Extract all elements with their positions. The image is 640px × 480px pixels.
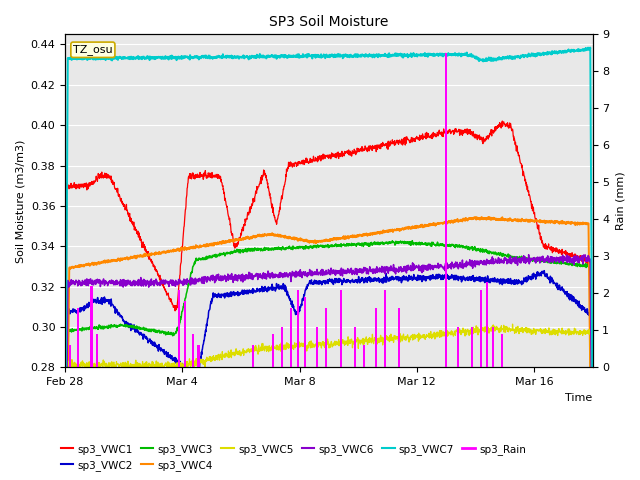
sp3_VWC7 [276, 53, 284, 59]
X-axis label: Time: Time [565, 393, 593, 403]
Bar [68, 345, 70, 367]
sp3_VWC6 [421, 265, 429, 271]
Bar [340, 289, 342, 367]
sp3_VWC5 [276, 345, 284, 350]
sp3_VWC4 [92, 262, 99, 267]
sp3_VWC6 [276, 270, 284, 276]
sp3_VWC1 [499, 118, 506, 124]
sp3_VWC6 [174, 281, 182, 287]
sp3_VWC3 [279, 244, 287, 250]
Text: TZ_osu: TZ_osu [73, 44, 113, 55]
sp3_VWC6 [279, 272, 287, 277]
Line: sp3_VWC1: sp3_VWC1 [65, 121, 593, 480]
Bar [297, 289, 299, 367]
Bar [97, 334, 99, 367]
sp3_VWC3 [174, 326, 182, 332]
Bar [272, 334, 274, 367]
sp3_VWC2 [540, 268, 548, 274]
Line: sp3_VWC2: sp3_VWC2 [65, 271, 593, 480]
sp3_VWC3 [259, 247, 266, 253]
Bar [363, 345, 365, 367]
sp3_VWC1 [279, 189, 287, 194]
Bar [486, 282, 488, 367]
sp3_VWC1 [174, 298, 182, 303]
Bar [492, 326, 494, 367]
Bar [500, 334, 503, 367]
sp3_VWC5 [509, 321, 516, 327]
Line: sp3_VWC3: sp3_VWC3 [65, 240, 593, 480]
Bar [252, 345, 253, 367]
Bar [354, 326, 356, 367]
sp3_VWC3 [92, 326, 99, 332]
sp3_VWC7 [421, 53, 429, 59]
sp3_VWC1 [259, 173, 266, 179]
Bar [198, 345, 200, 367]
Line: sp3_VWC5: sp3_VWC5 [65, 324, 593, 480]
Bar [77, 308, 79, 367]
Title: SP3 Soil Moisture: SP3 Soil Moisture [269, 15, 388, 29]
sp3_VWC2 [259, 289, 266, 295]
sp3_VWC4 [421, 223, 429, 229]
Bar [445, 53, 447, 367]
sp3_VWC4 [276, 234, 284, 240]
Line: sp3_VWC7: sp3_VWC7 [65, 48, 593, 480]
sp3_VWC5 [421, 336, 429, 342]
sp3_VWC5 [174, 361, 182, 367]
sp3_VWC7 [174, 55, 182, 60]
sp3_VWC3 [422, 242, 429, 248]
Bar [480, 289, 483, 367]
sp3_VWC4 [477, 214, 485, 220]
Legend: sp3_VWC1, sp3_VWC2, sp3_VWC3, sp3_VWC4, sp3_VWC5, sp3_VWC6, sp3_VWC7, sp3_Rain: sp3_VWC1, sp3_VWC2, sp3_VWC3, sp3_VWC4, … [56, 439, 530, 475]
sp3_VWC1 [276, 201, 284, 206]
Bar [383, 289, 385, 367]
Bar [325, 308, 327, 367]
sp3_VWC5 [259, 348, 266, 353]
sp3_VWC5 [279, 343, 287, 349]
sp3_VWC7 [259, 54, 266, 60]
Bar [398, 308, 400, 367]
Bar [90, 286, 93, 367]
sp3_VWC6 [259, 276, 266, 282]
sp3_VWC4 [259, 232, 266, 238]
Bar [184, 301, 186, 367]
Bar [457, 326, 459, 367]
Bar [472, 326, 474, 367]
sp3_VWC1 [421, 132, 429, 138]
sp3_VWC6 [92, 277, 99, 283]
sp3_VWC2 [421, 275, 429, 281]
Y-axis label: Rain (mm): Rain (mm) [615, 171, 625, 230]
Bar [290, 308, 292, 367]
sp3_VWC3 [408, 238, 416, 243]
sp3_VWC5 [92, 362, 99, 368]
Bar [316, 326, 318, 367]
Bar [179, 289, 180, 367]
sp3_VWC7 [92, 55, 99, 60]
Bar [305, 297, 307, 367]
sp3_VWC2 [92, 298, 99, 303]
sp3_VWC7 [279, 53, 287, 59]
sp3_VWC7 [589, 438, 596, 444]
Bar [375, 308, 377, 367]
sp3_VWC2 [276, 285, 284, 291]
sp3_VWC1 [92, 179, 99, 184]
Bar [191, 334, 194, 367]
sp3_VWC7 [586, 45, 594, 50]
sp3_VWC2 [174, 363, 182, 369]
sp3_VWC4 [174, 247, 182, 253]
Bar [281, 326, 283, 367]
Y-axis label: Soil Moisture (m3/m3): Soil Moisture (m3/m3) [15, 139, 25, 263]
sp3_VWC3 [276, 245, 284, 251]
sp3_VWC2 [279, 285, 287, 290]
sp3_VWC6 [525, 252, 532, 258]
sp3_VWC4 [279, 233, 287, 239]
Line: sp3_VWC6: sp3_VWC6 [65, 255, 593, 480]
Line: sp3_VWC4: sp3_VWC4 [65, 217, 593, 480]
